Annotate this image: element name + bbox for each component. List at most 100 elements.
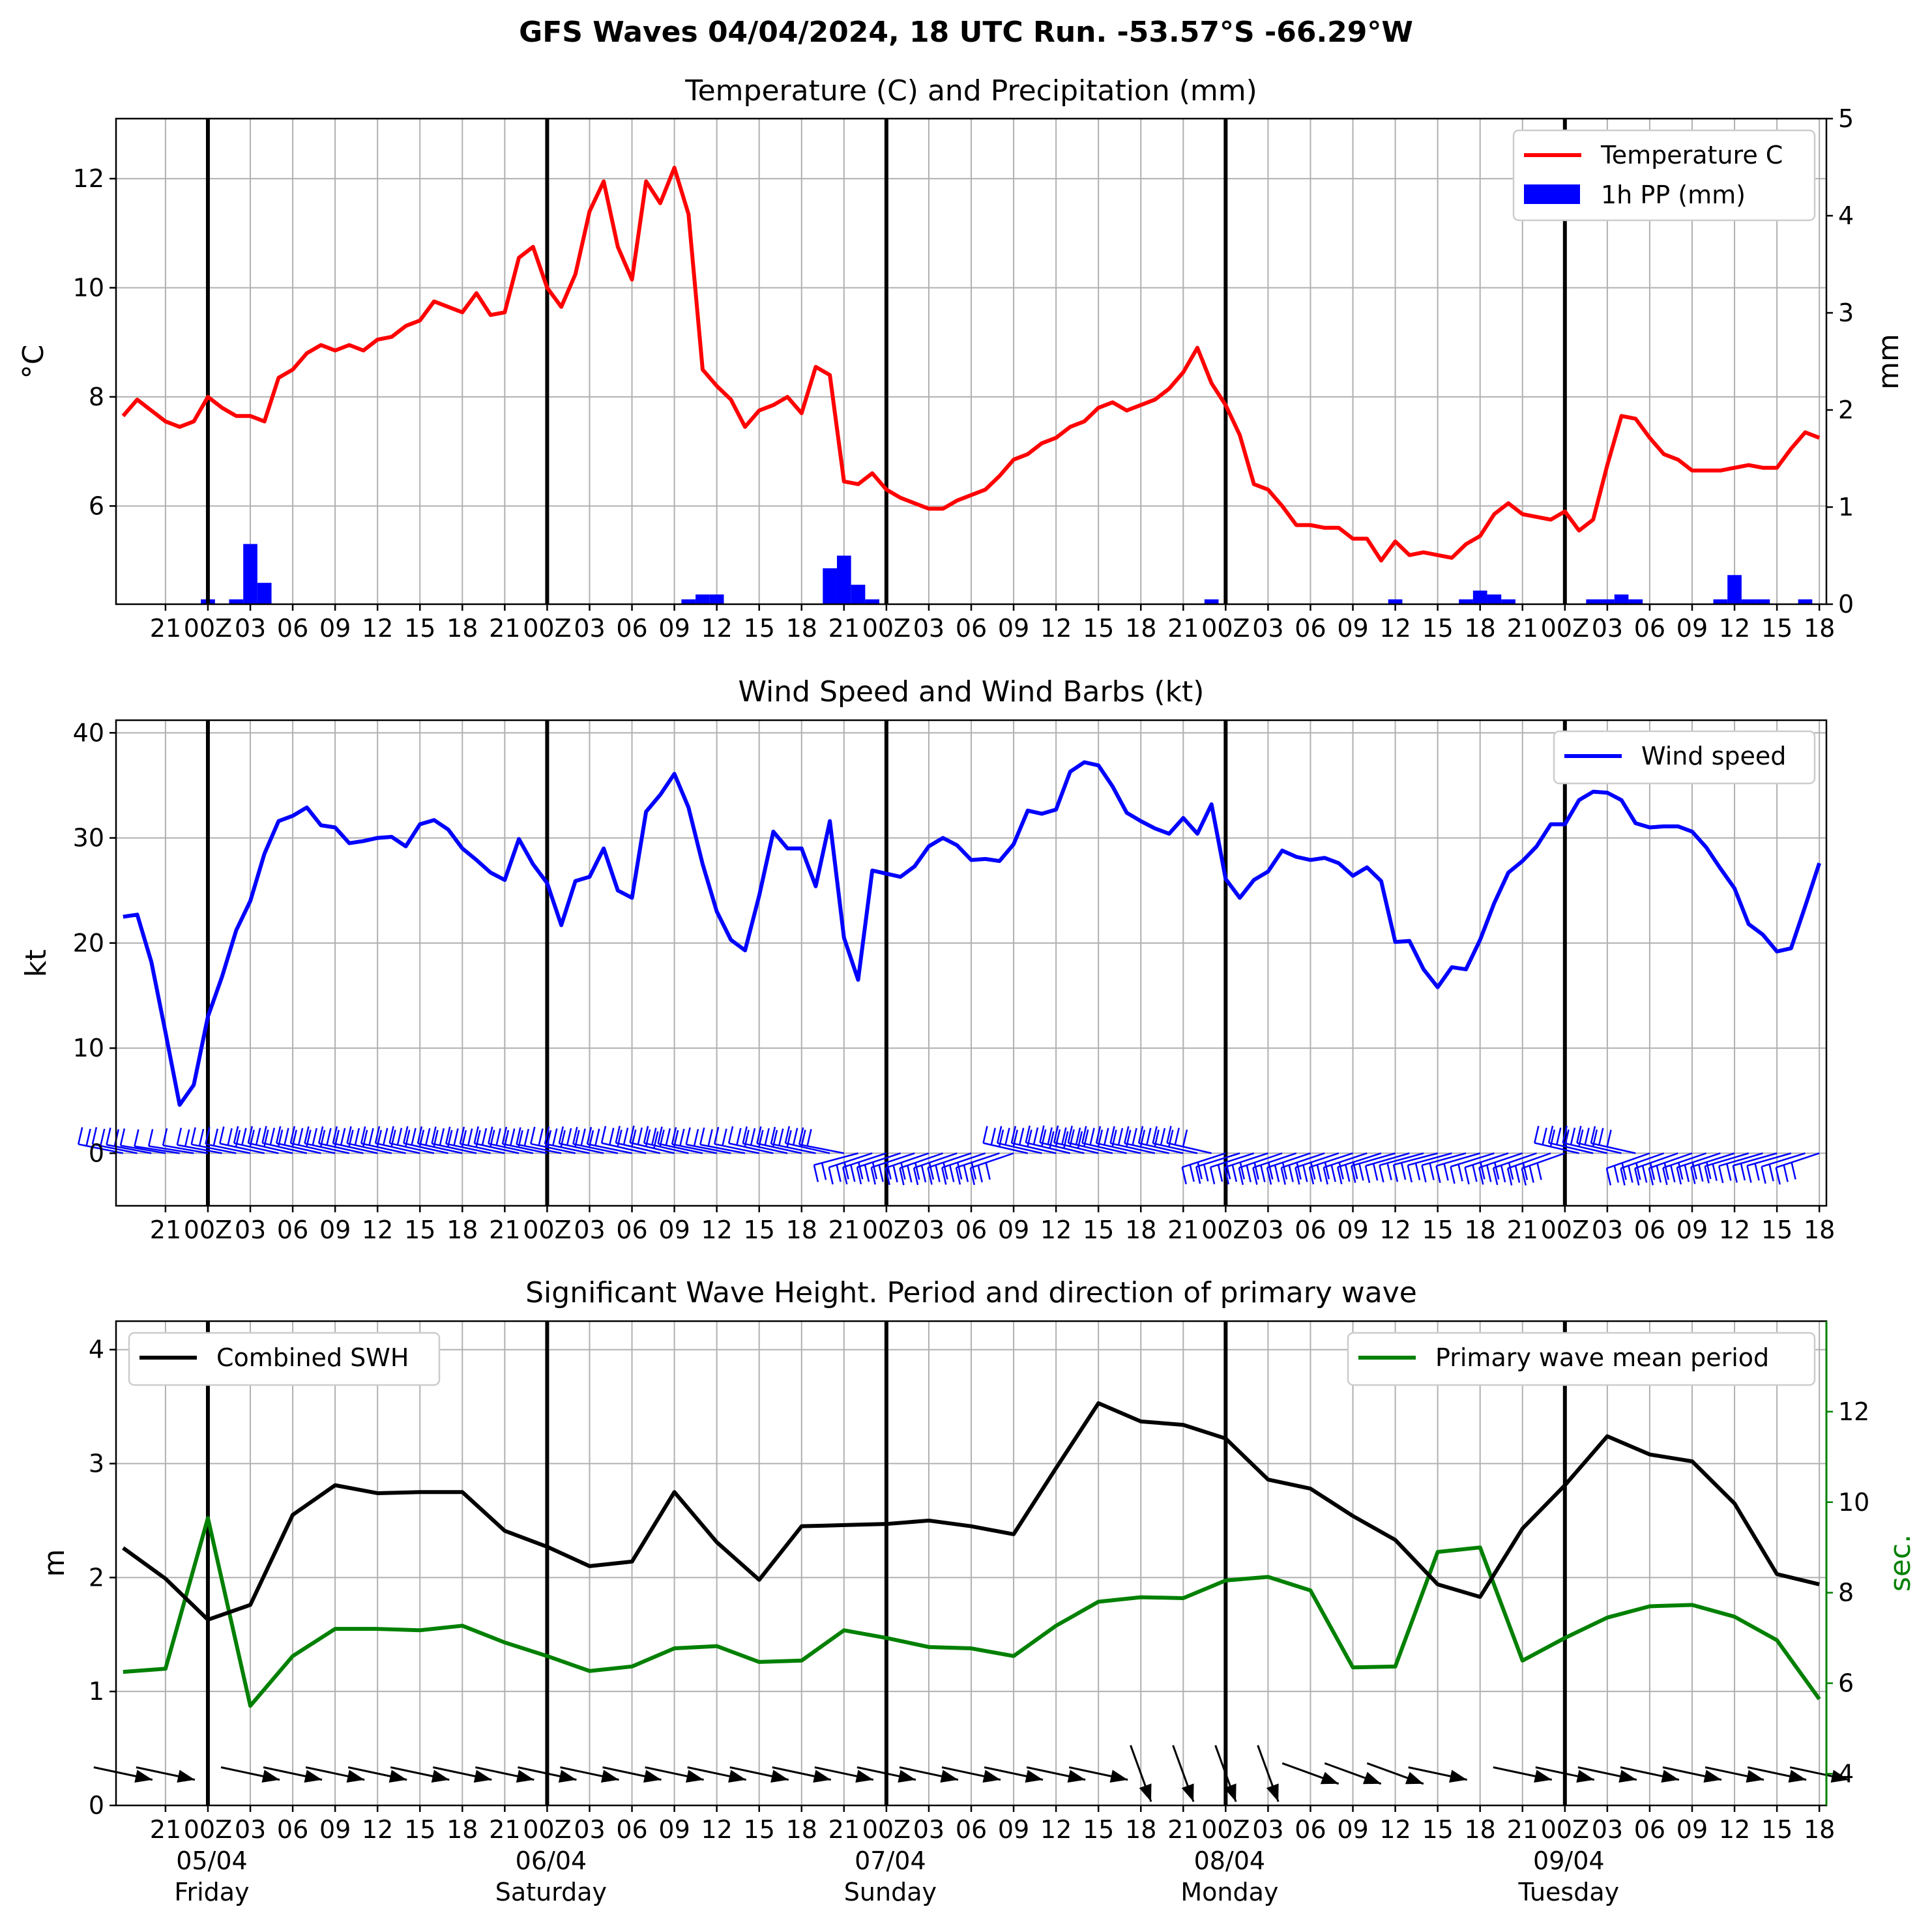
wind-barb-flag: [600, 1126, 607, 1144]
x-tick-label: 15: [1761, 614, 1793, 643]
x-tick-label: 03: [913, 614, 944, 643]
x-tick-label: 09: [319, 1815, 351, 1844]
wind-barb-flag: [501, 1126, 508, 1145]
wind-barb-flag: [1266, 1167, 1272, 1185]
wind-barb-flag: [1613, 1165, 1619, 1183]
x-tick-label: 21: [1507, 1815, 1538, 1844]
wind-barb-flag: [1529, 1165, 1534, 1183]
x-tick-label: 15: [744, 1216, 775, 1244]
x-tick-label: 00Z: [523, 1815, 571, 1844]
day-label: Saturday: [495, 1878, 607, 1906]
wind-barb-flag: [1400, 1162, 1407, 1180]
y-ticks: 0 10 20 30 40: [73, 718, 116, 1167]
day-separators: [205, 119, 1567, 604]
x-tick-label: 00Z: [1201, 614, 1250, 643]
date-label: 05/04: [176, 1846, 248, 1875]
wind-barb-flag: [184, 1129, 190, 1147]
x-tick-label: 18: [1125, 1216, 1156, 1244]
x-tick-label: 21: [150, 1216, 181, 1244]
wind-barb-flag: [1117, 1128, 1124, 1146]
wind-barb-flag: [1542, 1128, 1547, 1145]
x-tick-label: 09: [658, 1815, 690, 1844]
wind-barb-flag: [198, 1128, 205, 1146]
wind-barb-flag: [1443, 1163, 1449, 1181]
wind-barb-shaft: [798, 1143, 845, 1154]
precip-bar: [1388, 599, 1403, 604]
precip-bar: [1713, 599, 1728, 604]
wind-barb-flag: [1547, 1126, 1554, 1143]
x-tick-label: 06: [1634, 614, 1665, 643]
x-tick-label: 00Z: [1541, 1216, 1589, 1244]
wind-barb-flag: [1620, 1168, 1626, 1186]
wind-barb-flag: [212, 1128, 219, 1146]
precip-bar: [823, 568, 837, 604]
x-ticks: 21 00Z 03 06 09 12 15 18 21 00Z 03 06 09 12 15 18 21 00Z 0…: [150, 604, 1835, 643]
x-tick-label: 15: [1761, 1815, 1793, 1844]
wind-barb-flag: [445, 1126, 451, 1145]
x-tick-label: 09: [998, 1216, 1029, 1244]
wave-arrow-head: [1830, 1770, 1849, 1783]
wind-barb-shaft: [332, 1143, 378, 1154]
y-tick-label: 4: [89, 1335, 104, 1364]
wind-barb-flag: [1726, 1163, 1732, 1181]
wave-arrow-head: [431, 1770, 450, 1783]
x-tick-label: 06: [956, 1815, 987, 1844]
wind-barb-flag: [326, 1128, 332, 1146]
wave-arrow-head: [982, 1770, 1001, 1783]
wind-barb-shaft: [997, 1142, 1042, 1154]
wind-barb-flag: [241, 1128, 247, 1145]
wind-barb-flag: [388, 1126, 394, 1144]
wind-barb-flag: [1691, 1162, 1697, 1180]
wind-barb-shaft: [318, 1143, 364, 1154]
wind-barb-shaft: [304, 1143, 350, 1154]
wind-barb-shaft: [700, 1143, 746, 1154]
wind-barb-flag: [1095, 1126, 1102, 1144]
x-tick-label: 12: [1719, 1216, 1750, 1244]
wind-barb-shaft: [276, 1142, 321, 1154]
wind-barb-shaft: [474, 1143, 520, 1154]
wind-barb-flag: [1364, 1165, 1371, 1184]
wind-barb-flag: [255, 1128, 261, 1145]
wind-barb-shaft: [742, 1143, 788, 1154]
wind-barb-flag: [1132, 1128, 1137, 1146]
x-tick-label: 06: [956, 1216, 987, 1244]
wind-barb-flag: [473, 1126, 479, 1144]
wind-barb-flag: [1330, 1164, 1336, 1182]
wind-barb-flag: [722, 1128, 727, 1146]
wind-barb-flag: [488, 1126, 493, 1144]
wind-barb-flag: [1075, 1127, 1081, 1145]
wind-barb-flag: [1584, 1128, 1590, 1145]
wind-barb-flag: [100, 1128, 106, 1146]
day-separators: [205, 720, 1567, 1206]
wind-barb-flag: [374, 1126, 381, 1144]
wind-barb-flag: [1053, 1125, 1059, 1143]
y-tick-label: 12: [73, 164, 104, 193]
wind-barb-shaft: [417, 1143, 463, 1154]
wind-barb-shaft: [191, 1143, 237, 1154]
wind-barb-flag: [969, 1167, 976, 1186]
legend-swh-label: Combined SWH: [216, 1343, 409, 1372]
wind-barb-flag: [1392, 1164, 1399, 1182]
wind-barb-flag: [679, 1128, 685, 1146]
wind-barb-shaft: [1590, 1142, 1636, 1154]
x-tick-label: 12: [362, 1815, 393, 1844]
wind-barb-flag: [756, 1126, 762, 1144]
wind-barb-flag: [1182, 1130, 1188, 1147]
x-tick-label: 18: [446, 1815, 478, 1844]
wind-barb-shaft: [587, 1143, 632, 1154]
wind-barb-shaft: [785, 1142, 830, 1154]
wind-barb-flag: [403, 1126, 409, 1144]
x-tick-label: 15: [1083, 614, 1114, 643]
y-tick-label: 2: [89, 1563, 104, 1592]
wind-barb-flag: [778, 1128, 784, 1146]
wind-barb-flag: [1457, 1164, 1463, 1182]
wind-barb-flag: [985, 1162, 991, 1180]
wave-arrow-head: [1534, 1770, 1552, 1783]
wind-barb-flag: [1621, 1162, 1627, 1180]
wind-barb-flag: [1494, 1162, 1500, 1180]
wind-barb-flag: [637, 1127, 643, 1145]
x-tick-label: 12: [1379, 1216, 1411, 1244]
wind-barb-flag: [317, 1126, 324, 1144]
wind-barb-flag: [1197, 1161, 1203, 1180]
wind-barb-flag: [828, 1167, 834, 1185]
